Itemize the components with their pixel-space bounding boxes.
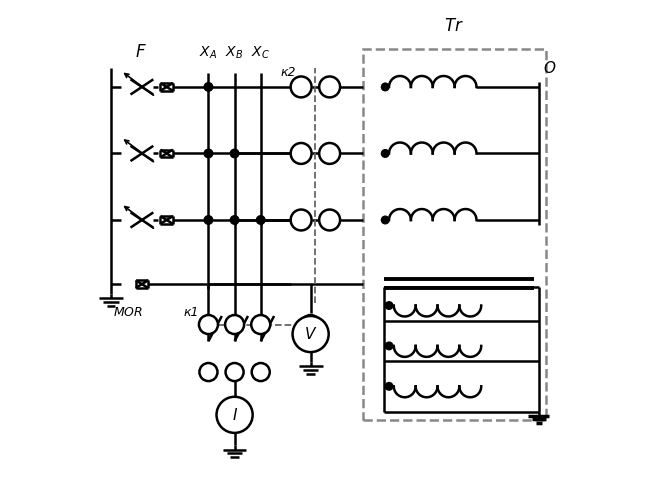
Circle shape [385,342,393,350]
Circle shape [319,143,340,164]
Text: $V$: $V$ [304,326,317,342]
Circle shape [199,363,217,381]
Text: $X_A$: $X_A$ [199,44,217,61]
Circle shape [204,149,213,158]
Circle shape [204,216,213,224]
Circle shape [385,382,393,390]
Circle shape [319,76,340,98]
Circle shape [199,315,218,334]
Text: $MOR$: $MOR$ [114,305,144,318]
Circle shape [291,143,312,164]
Circle shape [381,83,389,91]
Circle shape [252,363,270,381]
Circle shape [291,76,312,98]
Circle shape [257,216,265,224]
Text: $Tr$: $Tr$ [444,17,464,34]
Text: к2: к2 [281,66,296,79]
Text: $F$: $F$ [135,43,146,61]
Circle shape [301,315,320,334]
Circle shape [293,316,329,352]
Text: $X_C$: $X_C$ [252,44,270,61]
Circle shape [251,315,270,334]
Circle shape [217,397,253,433]
Circle shape [230,149,239,158]
Circle shape [291,209,312,230]
Text: $X_B$: $X_B$ [226,44,244,61]
Circle shape [385,302,393,309]
Text: к1: к1 [183,306,199,319]
Circle shape [226,363,244,381]
Circle shape [225,315,244,334]
Circle shape [204,83,213,91]
Circle shape [319,209,340,230]
Text: $I$: $I$ [232,407,237,423]
Circle shape [381,150,389,157]
Circle shape [230,216,239,224]
Circle shape [381,216,389,224]
Bar [363,49,546,420]
Text: $O$: $O$ [544,60,557,76]
